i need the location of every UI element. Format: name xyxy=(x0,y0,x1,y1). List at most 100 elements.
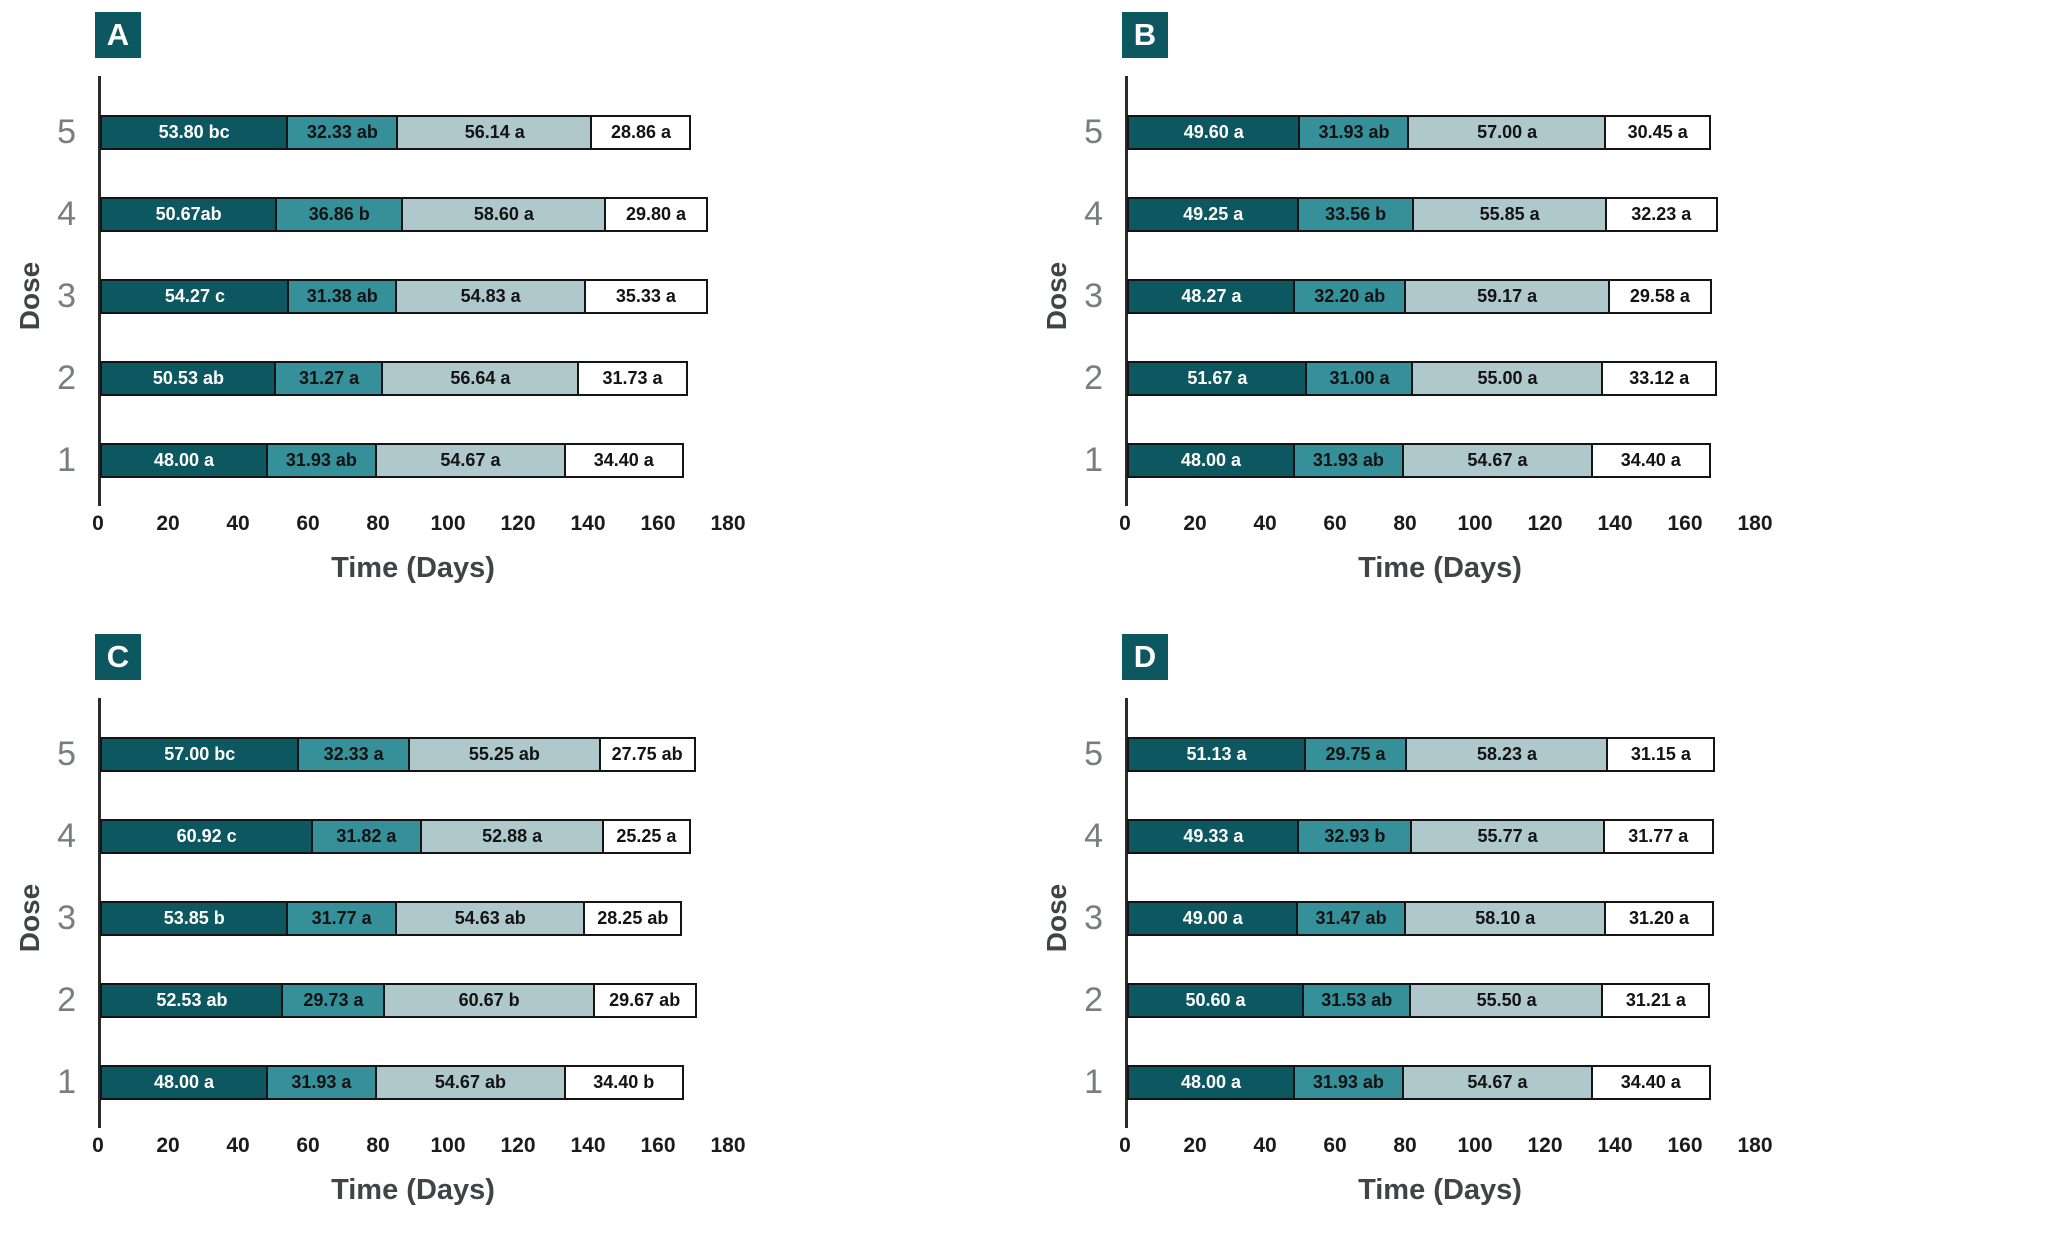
bar-segment: 29.67 ab xyxy=(592,983,697,1018)
bar-segment: 31.73 a xyxy=(576,361,689,396)
bar-segment: 49.00 a xyxy=(1127,901,1299,936)
x-tick-label: 60 xyxy=(1323,1134,1347,1157)
stacked-bar: 50.67ab 36.86 b 58.60 a 29.80 a xyxy=(100,197,709,232)
bar-row: 2 51.67 a 31.00 a 55.00 a 33.12 a xyxy=(1027,361,2054,396)
x-tick-label: 160 xyxy=(640,1134,676,1157)
bar-segment: 34.40 a xyxy=(563,443,684,478)
bar-segment: 55.77 a xyxy=(1409,819,1606,854)
x-tick-label: 80 xyxy=(1393,1134,1417,1157)
bar-segment: 31.53 ab xyxy=(1301,983,1412,1018)
bar-segment: 31.15 a xyxy=(1606,737,1716,772)
x-tick-label: 20 xyxy=(1183,512,1207,535)
x-tick-label: 60 xyxy=(1323,512,1347,535)
bar-segment: 49.33 a xyxy=(1127,819,1300,854)
stacked-bar: 50.60 a 31.53 ab 55.50 a 31.21 a xyxy=(1127,983,1711,1018)
x-axis-title: Time (Days) xyxy=(331,1174,495,1206)
bar-segment: 31.47 ab xyxy=(1296,901,1407,936)
y-tick-label: 1 xyxy=(57,1063,76,1101)
stacked-bar: 60.92 c 31.82 a 52.88 a 25.25 a xyxy=(100,819,691,854)
panel-d: D Dose 5 51.13 a 29.75 a 58.23 a 31.15 a 4 49.… xyxy=(1027,622,2054,1244)
y-tick-label: 4 xyxy=(1084,817,1103,855)
panel-label: A xyxy=(106,17,130,52)
panel-b: B Dose 5 49.60 a 31.93 ab 57.00 a 30.45 a 4 49… xyxy=(1027,0,2054,622)
x-tick-label: 40 xyxy=(226,1134,250,1157)
y-tick-label: 5 xyxy=(57,735,76,773)
bar-segment: 27.75 ab xyxy=(598,737,696,772)
x-tick-label: 140 xyxy=(1597,1134,1633,1157)
bar-row: 3 48.27 a 32.20 ab 59.17 a 29.58 a xyxy=(1027,279,2054,314)
y-tick-label: 4 xyxy=(57,817,76,855)
x-tick-label: 120 xyxy=(500,1134,536,1157)
bar-segment: 57.00 a xyxy=(1407,115,1607,150)
bar-segment: 54.67 a xyxy=(1401,1065,1594,1100)
stacked-bar: 49.00 a 31.47 ab 58.10 a 31.20 a xyxy=(1127,901,1714,936)
y-tick-label: 1 xyxy=(1084,1063,1103,1101)
x-tick-label: 180 xyxy=(710,1134,746,1157)
bar-segment: 60.92 c xyxy=(100,819,314,854)
bar-segment: 25.25 a xyxy=(602,819,691,854)
panel-label-box: A xyxy=(95,12,141,58)
bar-segment: 32.20 ab xyxy=(1293,279,1407,314)
stacked-bar: 52.53 ab 29.73 a 60.67 b 29.67 ab xyxy=(100,983,697,1018)
bar-row: 5 53.80 bc 32.33 ab 56.14 a 28.86 a xyxy=(0,115,1027,150)
bar-row: 2 50.53 ab 31.27 a 56.64 a 31.73 a xyxy=(0,361,1027,396)
bar-segment: 55.50 a xyxy=(1409,983,1604,1018)
bar-segment: 31.21 a xyxy=(1601,983,1711,1018)
bar-segment: 48.00 a xyxy=(100,443,268,478)
bar-segment: 32.23 a xyxy=(1604,197,1718,232)
bar-segment: 54.27 c xyxy=(100,279,290,314)
bar-segment: 55.00 a xyxy=(1411,361,1604,396)
bar-row: 4 49.33 a 32.93 b 55.77 a 31.77 a xyxy=(1027,819,2054,854)
bar-row: 1 48.00 a 31.93 a 54.67 ab 34.40 b xyxy=(0,1065,1027,1100)
x-axis-ticks: 0 20 40 60 80 100 120 140 160 180 xyxy=(0,1134,1027,1164)
bar-segment: 54.67 ab xyxy=(374,1065,567,1100)
x-tick-label: 120 xyxy=(1527,512,1563,535)
bar-segment: 54.67 a xyxy=(374,443,567,478)
bar-segment: 33.12 a xyxy=(1601,361,1718,396)
bar-segment: 33.56 b xyxy=(1296,197,1415,232)
bar-segment: 32.93 b xyxy=(1297,819,1413,854)
bar-row: 1 48.00 a 31.93 ab 54.67 a 34.40 a xyxy=(0,443,1027,478)
y-tick-label: 1 xyxy=(57,441,76,479)
bar-segment: 31.77 a xyxy=(1602,819,1714,854)
x-tick-label: 40 xyxy=(1253,1134,1277,1157)
bar-segment: 50.67ab xyxy=(100,197,278,232)
y-axis-line xyxy=(98,76,101,506)
x-tick-label: 0 xyxy=(1119,1134,1131,1157)
bar-row: 3 54.27 c 31.38 ab 54.83 a 35.33 a xyxy=(0,279,1027,314)
bar-segment: 31.93 a xyxy=(265,1065,378,1100)
y-tick-label: 4 xyxy=(57,195,76,233)
stacked-bar: 49.33 a 32.93 b 55.77 a 31.77 a xyxy=(1127,819,1714,854)
bar-row: 5 49.60 a 31.93 ab 57.00 a 30.45 a xyxy=(1027,115,2054,150)
bar-segment: 28.86 a xyxy=(590,115,692,150)
bar-segment: 29.80 a xyxy=(603,197,709,232)
stacked-bar: 51.67 a 31.00 a 55.00 a 33.12 a xyxy=(1127,361,1718,396)
y-tick-label: 5 xyxy=(57,113,76,151)
bar-segment: 34.40 a xyxy=(1590,1065,1711,1100)
stacked-bar: 48.00 a 31.93 ab 54.67 a 34.40 a xyxy=(1127,443,1711,478)
bar-segment: 31.93 ab xyxy=(1292,1065,1405,1100)
y-tick-label: 5 xyxy=(1084,735,1103,773)
stacked-bar: 48.27 a 32.20 ab 59.17 a 29.58 a xyxy=(1127,279,1712,314)
bar-segment: 53.85 b xyxy=(100,901,289,936)
panel-c: C Dose 5 57.00 bc 32.33 a 55.25 ab 27.75 ab 4… xyxy=(0,622,1027,1244)
y-axis-line xyxy=(98,698,101,1128)
y-axis-line xyxy=(1125,698,1128,1128)
x-tick-label: 140 xyxy=(570,512,606,535)
bar-segment: 60.67 b xyxy=(382,983,596,1018)
bar-segment: 52.53 ab xyxy=(100,983,284,1018)
bar-segment: 29.73 a xyxy=(281,983,386,1018)
y-tick-label: 2 xyxy=(1084,981,1103,1019)
x-tick-label: 160 xyxy=(1667,512,1703,535)
bar-segment: 31.20 a xyxy=(1604,901,1714,936)
stacked-bar: 49.25 a 33.56 b 55.85 a 32.23 a xyxy=(1127,197,1718,232)
y-tick-label: 3 xyxy=(57,277,76,315)
x-tick-label: 160 xyxy=(1667,1134,1703,1157)
x-tick-label: 0 xyxy=(1119,512,1131,535)
y-tick-label: 4 xyxy=(1084,195,1103,233)
x-tick-label: 100 xyxy=(1457,1134,1493,1157)
panel-label-box: D xyxy=(1122,634,1168,680)
bar-segment: 49.25 a xyxy=(1127,197,1300,232)
